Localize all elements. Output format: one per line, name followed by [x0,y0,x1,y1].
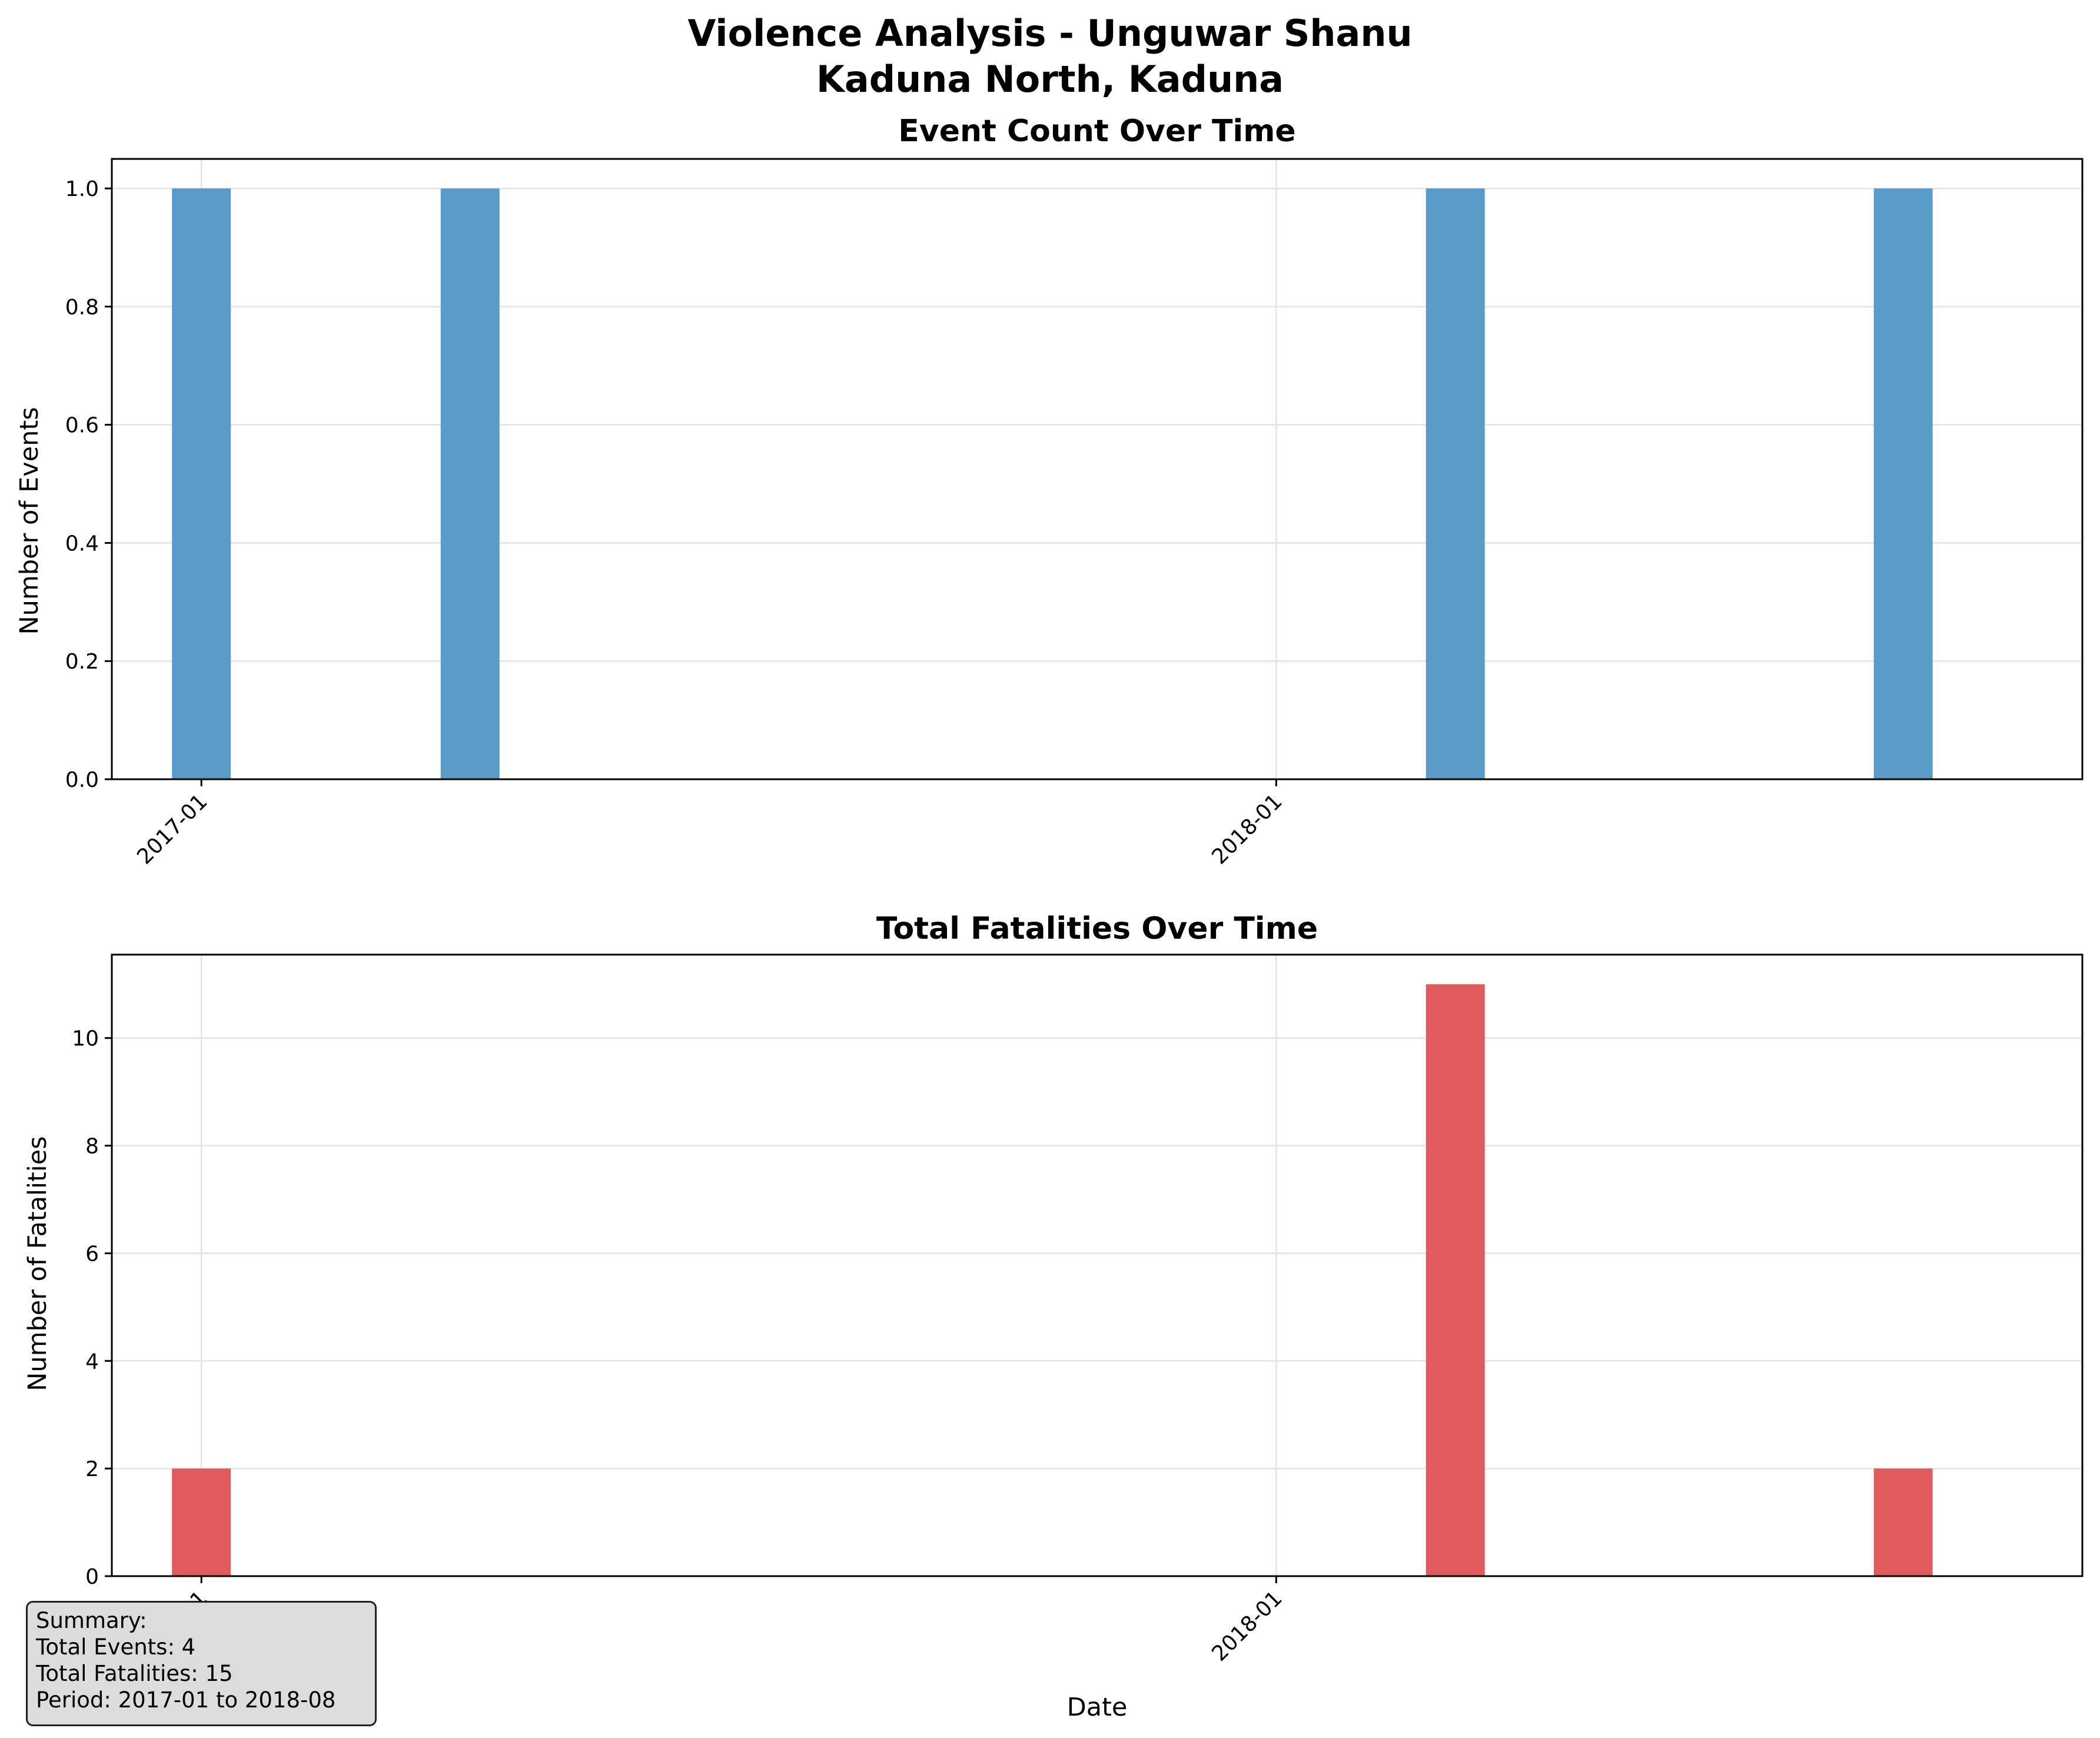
bar [1426,984,1485,1576]
event-count-bars [172,188,1933,779]
y-tick-label: 0.8 [65,295,99,320]
y-tick-label: 6 [85,1242,99,1266]
bar [172,1468,231,1576]
y-tick-label: 1.0 [65,177,99,201]
y-tick-label: 0.2 [65,650,99,674]
summary-box: Summary: Total Events: 4 Total Fatalitie… [26,1601,377,1726]
summary-heading: Summary: [36,1608,147,1633]
y-tick-label: 0 [85,1565,99,1589]
y-tick-label: 2 [85,1457,99,1481]
figure-title-line1: Violence Analysis - Unguwar Shanu [687,12,1412,55]
bar [1873,188,1933,779]
summary-period: Period: 2017-01 to 2018-08 [36,1687,336,1713]
fatalities-grid [112,955,2082,1577]
bar [440,188,500,779]
y-tick-label: 0.4 [65,531,99,556]
x-tick-label: 2017-01 [132,789,212,869]
event-count-frame [111,158,2084,780]
fatalities-xlabel: Date [1067,1693,1128,1722]
bar [172,188,231,779]
figure-title-line2: Kaduna North, Kaduna [816,58,1284,101]
event-count-ylabel: Number of Events [15,407,44,634]
y-tick-label: 8 [85,1135,99,1159]
y-tick-label: 0.0 [65,768,99,792]
summary-total-events: Total Events: 4 [36,1634,196,1660]
y-tick-label: 10 [72,1027,99,1051]
event-count-grid [112,159,2082,780]
bar [1426,188,1485,779]
summary-total-fatalities: Total Fatalities: 15 [36,1661,233,1686]
event-count-panel: Event Count Over Time Number of Events 0… [15,114,2084,869]
fatalities-title: Total Fatalities Over Time [876,911,1318,946]
fatalities-panel: Total Fatalities Over Time Number of Fat… [23,911,2084,1722]
fatalities-ylabel: Number of Fatalities [23,1136,52,1391]
x-tick-label: 2018-01 [1207,789,1287,869]
fatalities-bars [172,984,1933,1576]
x-tick-label: 2018-01 [1207,1586,1287,1666]
event-count-title: Event Count Over Time [898,114,1295,149]
fatalities-frame [111,953,2084,1577]
bar [1873,1468,1933,1576]
y-tick-label: 4 [85,1350,99,1374]
event-count-ticks: 0.0 0.2 0.4 0.6 0.8 1.0 2017-01 2018-01 [65,177,1287,869]
y-tick-label: 0.6 [65,414,99,438]
